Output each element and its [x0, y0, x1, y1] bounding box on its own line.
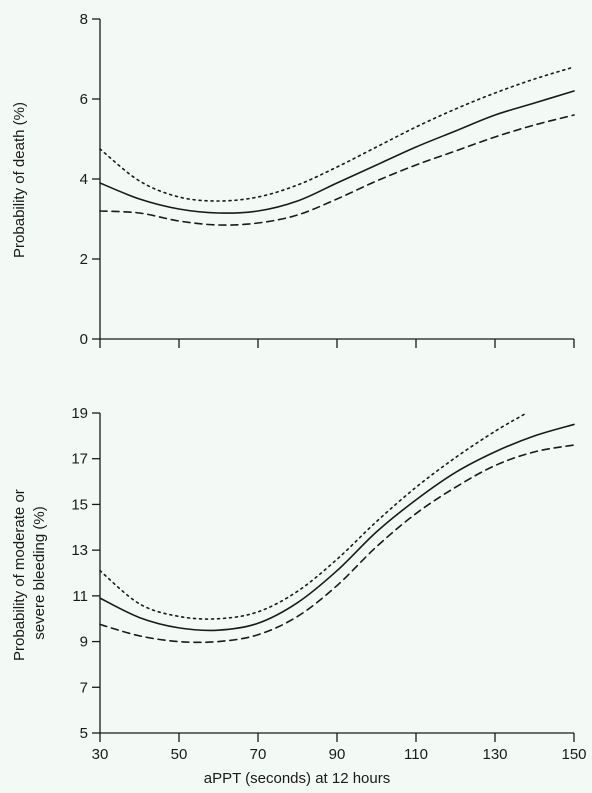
y-tick-label: 15	[71, 496, 88, 513]
y-tick-label: 5	[80, 725, 88, 742]
series-line-solid	[99, 423, 575, 632]
y-axis-title: Probability of moderate or severe bleedi…	[11, 485, 48, 661]
x-tick-label: 70	[250, 746, 267, 763]
x-tick-label: 110	[404, 746, 428, 763]
y-axis-title-line-2: severe bleeding (%)	[31, 506, 48, 639]
chart-death: 0 2 4 6 8 Probability of death (%)	[11, 11, 575, 348]
chart-bleeding: 5 7 9 11 13 15 17 19 30 50 70 90 110 130 150 Probabili…	[11, 405, 587, 787]
y-tick-label: 4	[80, 171, 88, 188]
y-tick-label: 2	[80, 251, 88, 268]
x-tick-label: 130	[482, 746, 507, 763]
x-tick-label: 150	[561, 746, 586, 763]
x-tick-label: 30	[92, 746, 109, 763]
y-axis-title: Probability of death (%)	[11, 102, 28, 258]
y-tick-label: 17	[71, 451, 88, 468]
x-tick-label: 90	[329, 746, 346, 763]
series-line-dashed	[99, 114, 575, 226]
y-tick-label: 19	[71, 405, 88, 422]
y-tick-label: 11	[72, 588, 88, 605]
x-tick-label: 50	[171, 746, 188, 763]
y-tick-label: 8	[80, 11, 88, 28]
y-tick-label: 7	[80, 679, 88, 696]
y-tick-label: 6	[80, 91, 88, 108]
series-line-dotted	[99, 66, 575, 202]
y-axis-title-line-1: Probability of moderate or	[11, 489, 28, 661]
series-line-solid	[99, 90, 575, 214]
series-line-dashed	[99, 444, 575, 644]
x-axis-title: aPPT (seconds) at 12 hours	[204, 770, 391, 787]
y-tick-label: 13	[71, 542, 88, 559]
series-line-dotted	[99, 412, 528, 620]
y-tick-label: 9	[80, 634, 88, 651]
y-tick-label: 0	[80, 331, 88, 348]
